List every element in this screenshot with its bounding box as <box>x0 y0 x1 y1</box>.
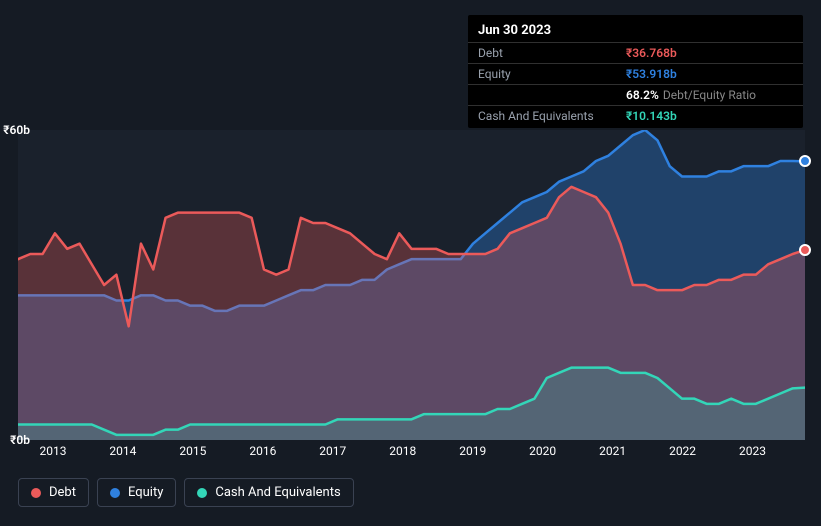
tooltip-row: Cash And Equivalents₹10.143b <box>468 105 803 126</box>
legend-item-equity[interactable]: Equity <box>97 478 176 507</box>
tooltip-key: Equity <box>478 67 626 81</box>
tooltip-value: ₹53.918b <box>626 67 677 81</box>
x-axis-label: 2017 <box>319 444 346 458</box>
x-axis-label: 2022 <box>669 444 696 458</box>
y-axis-label: ₹60b <box>3 123 30 137</box>
legend-item-cash-and-equivalents[interactable]: Cash And Equivalents <box>184 478 353 507</box>
x-axis-label: 2019 <box>459 444 486 458</box>
tooltip-date: Jun 30 2023 <box>468 21 803 42</box>
area-chart: ₹0b₹60b <box>18 130 805 440</box>
tooltip-key <box>478 88 626 102</box>
chart-tooltip: Jun 30 2023 Debt₹36.768bEquity₹53.918b68… <box>468 15 803 128</box>
tooltip-row: 68.2% Debt/Equity Ratio <box>468 84 803 105</box>
x-axis-label: 2018 <box>389 444 416 458</box>
tooltip-row: Equity₹53.918b <box>468 63 803 84</box>
x-axis-label: 2015 <box>179 444 206 458</box>
legend-dot-icon <box>110 488 120 498</box>
x-axis-label: 2021 <box>599 444 626 458</box>
x-axis-label: 2013 <box>39 444 66 458</box>
tooltip-value: ₹10.143b <box>626 109 677 123</box>
chart-svg <box>18 130 805 440</box>
tooltip-key: Cash And Equivalents <box>478 109 626 123</box>
tooltip-value: ₹36.768b <box>626 46 677 60</box>
tooltip-value: 68.2% <box>626 88 659 102</box>
x-axis-label: 2016 <box>249 444 276 458</box>
legend-dot-icon <box>197 488 207 498</box>
x-axis: 2013 2014 2015 2016 2017 2018 2019 2020 2021 2022… <box>18 444 805 464</box>
tooltip-row: Debt₹36.768b <box>468 42 803 63</box>
tooltip-suffix: Debt/Equity Ratio <box>663 88 756 102</box>
legend-item-debt[interactable]: Debt <box>18 478 89 507</box>
x-axis-label: 2020 <box>529 444 556 458</box>
equity-end-marker <box>799 155 811 167</box>
legend: Debt Equity Cash And Equivalents <box>18 478 354 507</box>
legend-label: Debt <box>49 485 76 500</box>
tooltip-key: Debt <box>478 46 626 60</box>
x-axis-label: 2023 <box>739 444 766 458</box>
legend-dot-icon <box>31 488 41 498</box>
legend-label: Equity <box>128 485 163 500</box>
debt-end-marker <box>799 244 811 256</box>
legend-label: Cash And Equivalents <box>215 485 340 500</box>
x-axis-label: 2014 <box>109 444 136 458</box>
